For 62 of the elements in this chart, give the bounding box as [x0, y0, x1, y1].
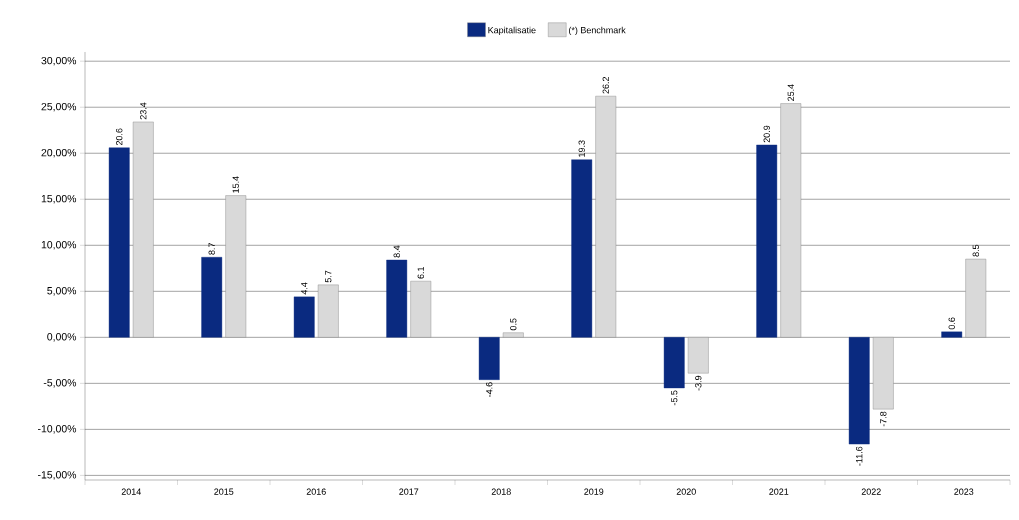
bar — [386, 259, 408, 338]
data-label: -5.5 — [671, 390, 678, 406]
bar — [872, 337, 894, 410]
data-label: 20.6 — [116, 128, 123, 146]
y-tick-label: 0,00% — [47, 333, 77, 342]
bar — [201, 257, 223, 338]
x-tick-label: 2014 — [121, 488, 141, 495]
bar — [848, 337, 870, 445]
y-tick-label: -5,00% — [43, 379, 77, 388]
bar — [132, 121, 154, 338]
y-tick-label: 30,00% — [41, 56, 77, 66]
bar — [478, 337, 500, 380]
bar — [595, 95, 617, 338]
bar — [965, 258, 987, 338]
bar — [687, 337, 709, 374]
legend-label: (*) Benchmark — [568, 26, 626, 36]
data-label: -11.6 — [856, 446, 863, 466]
x-tick-label: 2017 — [399, 488, 419, 495]
y-tick-label: 10,00% — [41, 240, 77, 250]
bar — [225, 195, 247, 338]
data-label: 25.4 — [787, 84, 794, 101]
y-tick-label: 15,00% — [41, 194, 77, 204]
data-label: -4.6 — [486, 382, 493, 397]
x-tick-label: 2018 — [491, 488, 511, 495]
x-tick-label: 2023 — [954, 488, 974, 495]
y-tick-label: 20,00% — [41, 148, 77, 158]
bar — [756, 144, 778, 338]
data-label: 4.4 — [301, 282, 308, 295]
x-tick-label: 2020 — [676, 488, 696, 495]
y-tick-label: -15,00% — [37, 471, 77, 480]
data-label: 23.4 — [140, 102, 147, 120]
y-tick-label: 25,00% — [41, 102, 77, 112]
y-tick-label: -10,00% — [37, 425, 77, 434]
data-label: 6.1 — [417, 266, 424, 279]
x-tick-label: 2016 — [306, 488, 326, 495]
data-label: 8.5 — [972, 244, 979, 257]
bar — [502, 332, 524, 338]
data-label: 0.5 — [510, 318, 517, 331]
bar — [293, 296, 315, 338]
x-tick-label: 2022 — [861, 488, 881, 495]
data-label: 8.4 — [393, 245, 400, 258]
data-label: 5.7 — [325, 270, 332, 283]
bar — [571, 159, 593, 338]
data-label: 20.9 — [763, 125, 770, 143]
data-label: -3.9 — [695, 375, 702, 391]
x-tick-label: 2015 — [214, 488, 234, 495]
data-label: -7.8 — [880, 411, 887, 427]
data-label: 19.3 — [578, 140, 585, 157]
bar — [317, 284, 339, 338]
bar — [941, 331, 963, 338]
bar — [108, 147, 130, 338]
x-tick-label: 2021 — [769, 488, 789, 495]
data-label: 0.6 — [948, 317, 955, 330]
data-label: 8.7 — [208, 243, 215, 255]
data-label: 26.2 — [602, 76, 609, 94]
bar — [780, 103, 802, 338]
bar — [410, 280, 432, 338]
bar — [663, 337, 685, 389]
y-tick-label: 5,00% — [47, 286, 77, 296]
data-label: 15.4 — [232, 176, 239, 193]
x-tick-label: 2019 — [584, 488, 604, 495]
legend-label: Kapitalisatie — [488, 26, 536, 36]
